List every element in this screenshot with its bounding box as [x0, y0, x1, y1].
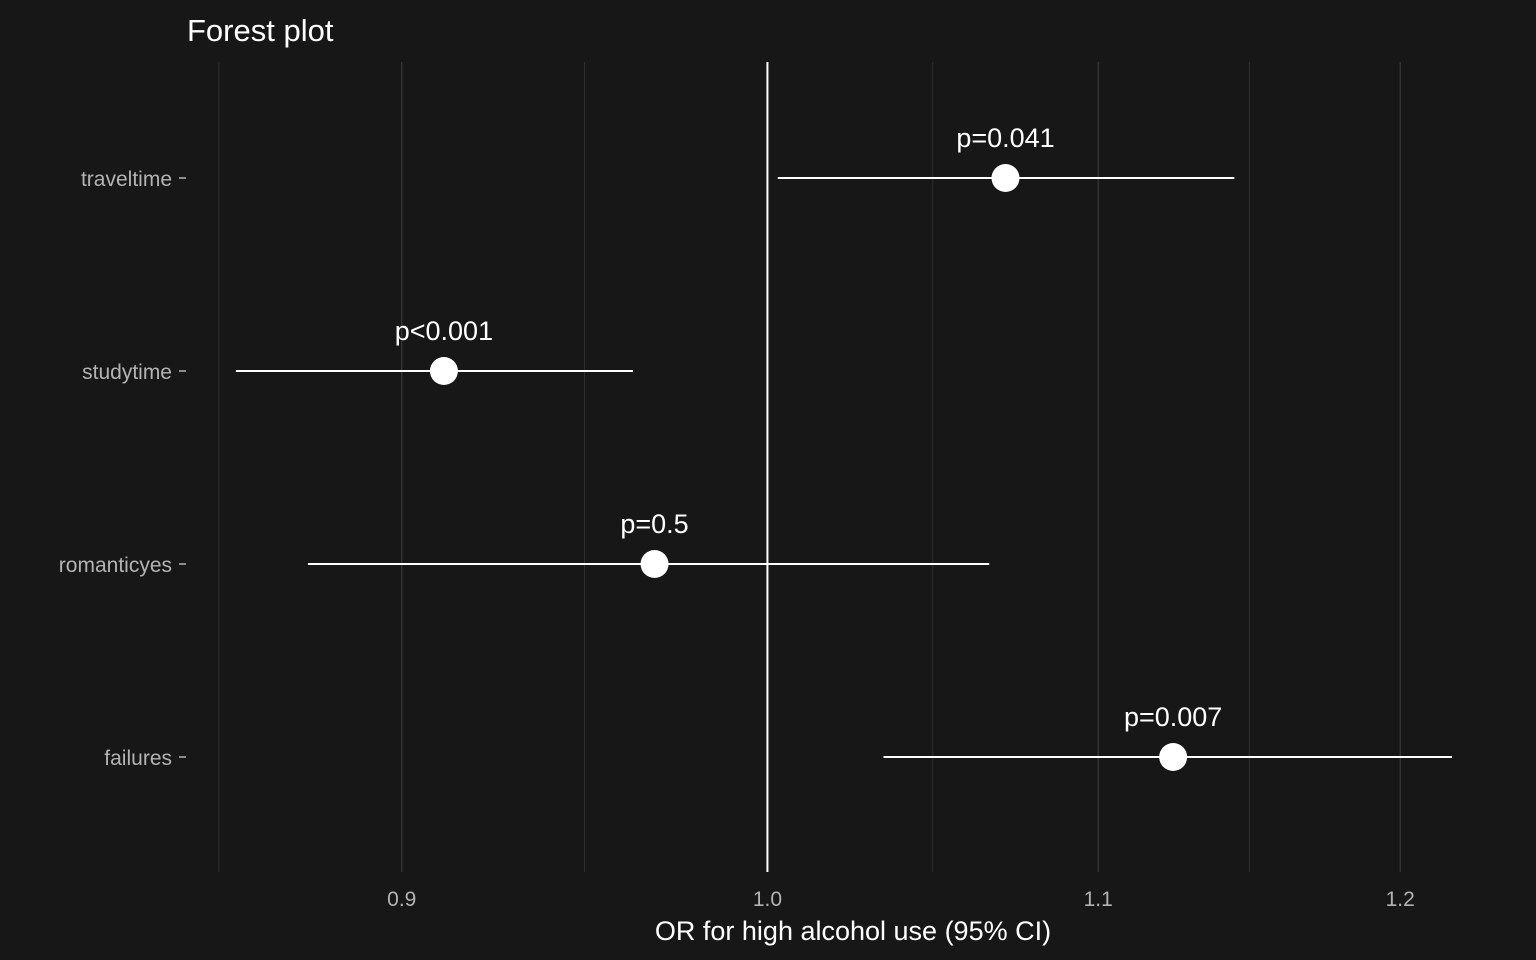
y-tick-label-failures: failures — [104, 747, 172, 770]
point-studytime — [429, 357, 458, 385]
p-value-labels: p=0.041 p<0.001 p=0.5 p=0.007 — [395, 123, 1223, 732]
y-tick-label-studytime: studytime — [82, 361, 172, 384]
p-value-label-romanticyes: p=0.5 — [620, 509, 688, 539]
x-tick-label: 1.0 — [753, 888, 782, 911]
gridlines — [218, 62, 1401, 872]
x-axis-ticks: 0.9 1.0 1.1 1.2 — [387, 888, 1415, 911]
point-estimates — [429, 164, 1188, 771]
x-tick-label: 1.2 — [1386, 888, 1415, 911]
x-tick-label: 0.9 — [387, 888, 416, 911]
p-value-label-failures: p=0.007 — [1124, 702, 1222, 732]
chart-title: Forest plot — [187, 13, 334, 48]
p-value-label-studytime: p<0.001 — [395, 316, 493, 346]
x-tick-label: 1.1 — [1084, 888, 1113, 911]
point-failures — [1159, 743, 1188, 771]
p-value-label-traveltime: p=0.041 — [956, 123, 1054, 153]
point-romanticyes — [640, 550, 669, 578]
y-tick-label-traveltime: traveltime — [81, 168, 172, 191]
confidence-intervals — [235, 177, 1452, 758]
y-axis-ticks: traveltime studytime romanticyes failures — [59, 168, 186, 770]
x-axis-title: OR for high alcohol use (95% CI) — [655, 916, 1051, 946]
y-tick-label-romanticyes: romanticyes — [59, 554, 172, 577]
point-traveltime — [991, 164, 1020, 192]
